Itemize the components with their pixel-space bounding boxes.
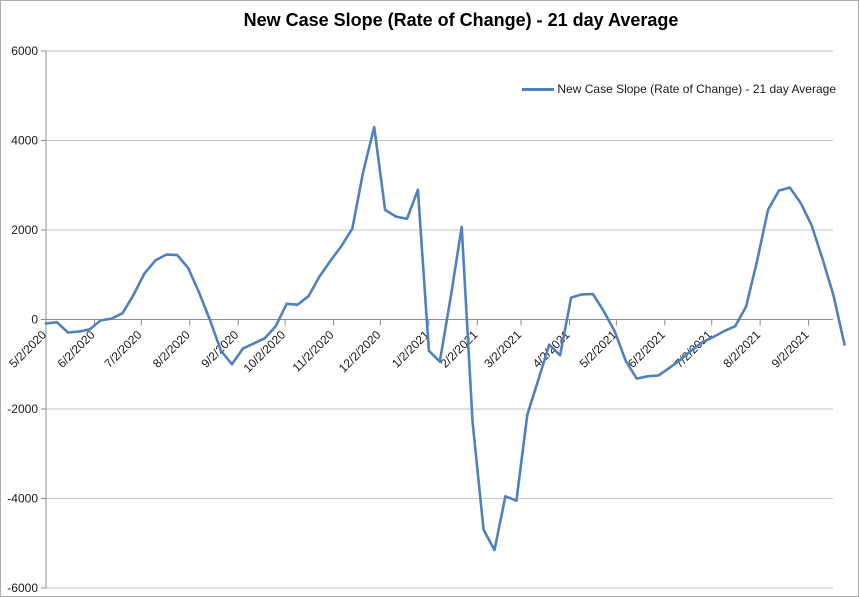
legend: New Case Slope (Rate of Change) - 21 day… — [522, 82, 836, 96]
x-tick-label: 8/2/2021 — [720, 327, 763, 370]
x-tick-label: 6/2/2021 — [625, 327, 668, 370]
x-tick-label: 4/2/2021 — [530, 327, 573, 370]
x-tick-label: 12/2/2020 — [336, 327, 384, 375]
x-tick-label: 1/2/2021 — [389, 327, 432, 370]
y-tick-label: -4000 — [7, 492, 38, 506]
y-tick-label: -2000 — [7, 402, 38, 416]
legend-label: New Case Slope (Rate of Change) - 21 day… — [557, 82, 836, 96]
x-tick-label: 8/2/2020 — [150, 327, 193, 370]
x-tick-label: 9/2/2021 — [769, 327, 812, 370]
x-tick-label: 6/2/2020 — [55, 327, 98, 370]
x-tick-label: 3/2/2021 — [481, 327, 524, 370]
x-tick-label: 10/2/2020 — [241, 327, 289, 375]
y-tick-label: 2000 — [11, 223, 38, 237]
y-tick-label: 6000 — [11, 44, 38, 58]
y-tick-label: 4000 — [11, 134, 38, 148]
series-line — [44, 125, 846, 552]
x-tick-label: 7/2/2020 — [102, 327, 145, 370]
x-tick-label: 5/2/2020 — [6, 327, 49, 370]
x-tick-label: 5/2/2021 — [577, 327, 620, 370]
y-tick-label: 0 — [31, 313, 38, 327]
y-tick-label: -6000 — [7, 581, 38, 595]
legend-line-swatch — [522, 87, 555, 91]
x-tick-label: 11/2/2020 — [290, 327, 337, 374]
chart-title: New Case Slope (Rate of Change) - 21 day… — [243, 10, 679, 30]
